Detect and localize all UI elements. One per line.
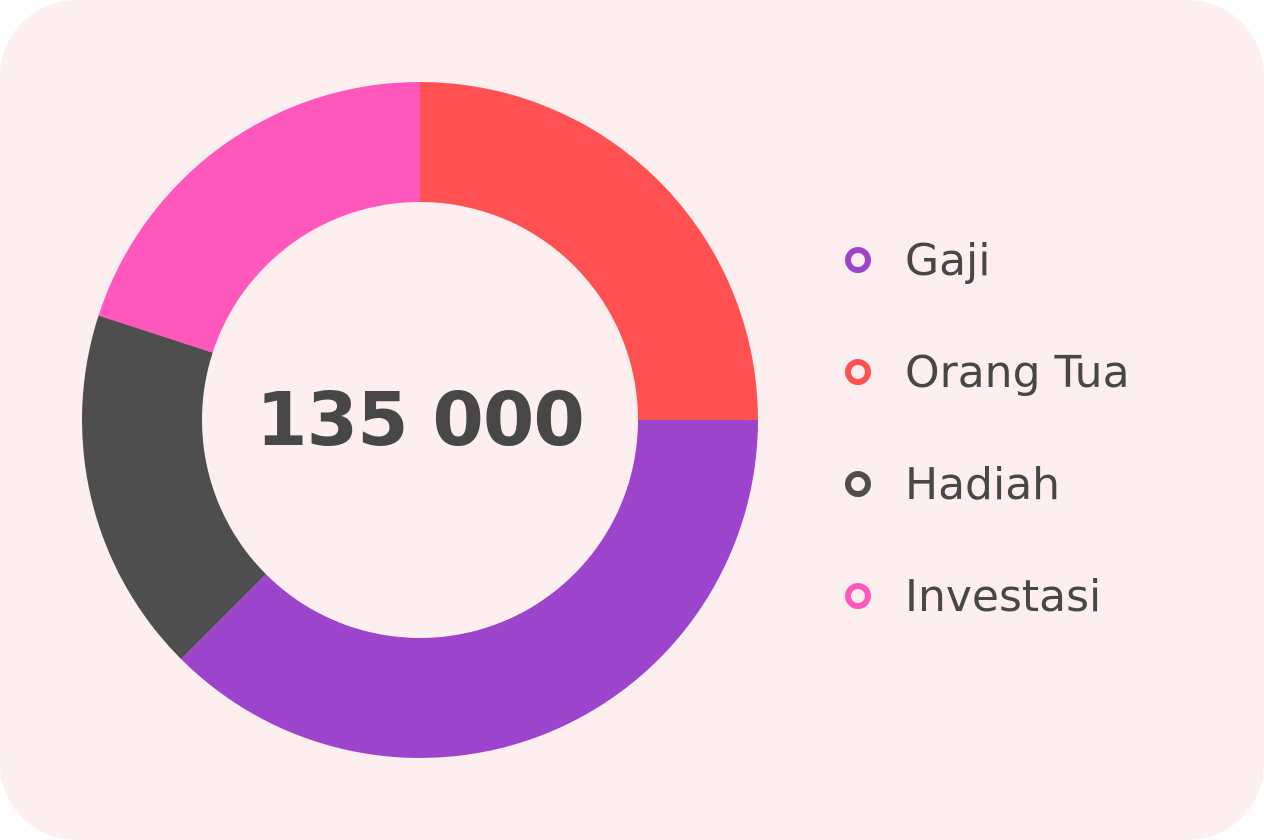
donut-slice-gaji: [180, 420, 758, 758]
legend-item-orang-tua: Orang Tua: [844, 316, 1244, 428]
donut-center-total: 135 000: [256, 377, 585, 463]
legend-item-investasi: Investasi: [844, 540, 1244, 652]
legend-label-hadiah: Hadiah: [905, 458, 1061, 510]
donut-slice-hadiah: [82, 315, 266, 660]
legend-marker-gaji: [845, 247, 871, 273]
legend-label-investasi: Investasi: [905, 570, 1102, 622]
legend-item-gaji: Gaji: [844, 204, 1244, 316]
legend-marker-orang-tua: [845, 359, 871, 385]
legend-marker-hadiah: [845, 471, 871, 497]
legend-label-gaji: Gaji: [905, 234, 991, 286]
donut-slice-orang-tua: [420, 82, 758, 420]
donut-chart: [82, 82, 758, 758]
chart-legend: Gaji Orang Tua Hadiah Investasi: [844, 204, 1244, 652]
legend-item-hadiah: Hadiah: [844, 428, 1244, 540]
legend-label-orang-tua: Orang Tua: [905, 346, 1130, 398]
legend-marker-investasi: [845, 583, 871, 609]
donut-slice-investasi: [98, 82, 420, 353]
